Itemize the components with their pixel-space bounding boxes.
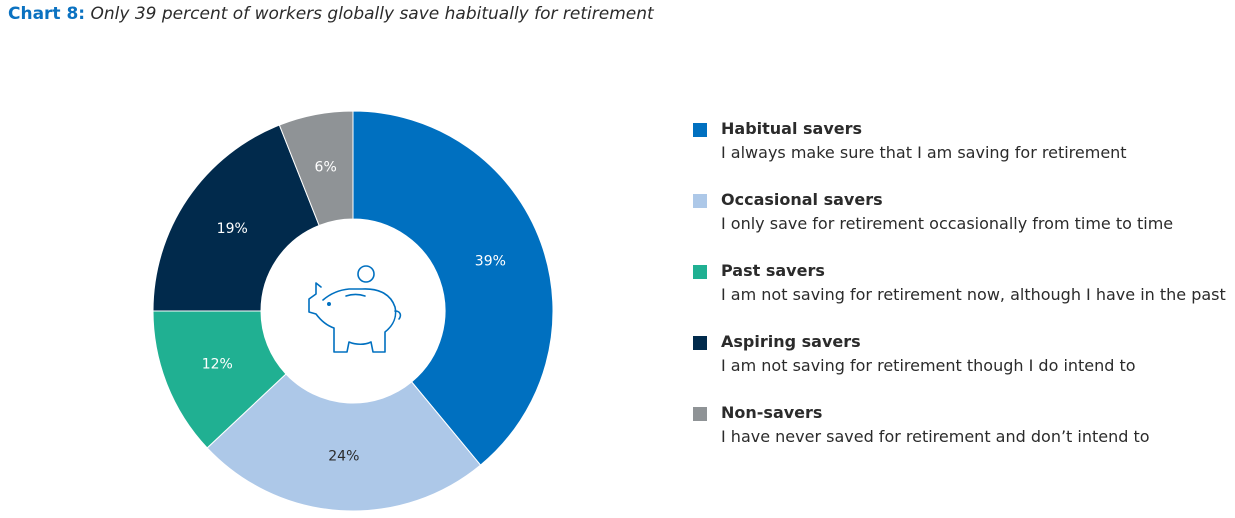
slice-value-label: 39%	[475, 254, 506, 270]
slice-value-label: 19%	[217, 221, 248, 237]
legend-item-occasional-savers: Occasional savers I only save for retire…	[693, 190, 1233, 261]
legend-name: Non-savers	[721, 403, 823, 422]
legend-item-aspiring-savers: Aspiring savers I am not saving for reti…	[693, 332, 1233, 403]
legend-item-non-savers: Non-savers I have never saved for retire…	[693, 403, 1233, 474]
legend-item-habitual-savers: Habitual savers I always make sure that …	[693, 119, 1233, 190]
legend-swatch	[693, 265, 707, 279]
legend-name: Past savers	[721, 261, 825, 280]
slice-value-label: 6%	[315, 160, 337, 176]
legend-swatch	[693, 194, 707, 208]
chart-title-text: Only 39 percent of workers globally save…	[90, 4, 654, 24]
legend-swatch	[693, 407, 707, 421]
legend-name: Habitual savers	[721, 119, 863, 138]
legend-name: Aspiring savers	[721, 332, 861, 351]
donut-chart: 39% 24% 12% 19% 6%	[152, 110, 554, 512]
legend-desc: I am not saving for retirement now, alth…	[721, 285, 1226, 304]
donut-slice-aspiring-savers	[152, 124, 320, 312]
legend-desc: I have never saved for retirement and do…	[721, 427, 1150, 446]
legend-swatch	[693, 123, 707, 137]
chart-title: Chart 8: Only 39 percent of workers glob…	[8, 4, 654, 24]
legend-desc: I always make sure that I am saving for …	[721, 143, 1127, 162]
legend-swatch	[693, 336, 707, 350]
donut-slice-occasional-savers	[206, 373, 482, 512]
chart-title-prefix: Chart 8:	[8, 4, 86, 24]
piggy-bank-icon	[308, 265, 402, 353]
legend-desc: I am not saving for retirement though I …	[721, 356, 1136, 375]
legend-name: Occasional savers	[721, 190, 883, 209]
donut-slice-non-savers	[278, 110, 354, 227]
legend-item-past-savers: Past savers I am not saving for retireme…	[693, 261, 1233, 332]
legend: Habitual savers I always make sure that …	[693, 119, 1233, 474]
slice-value-label: 24%	[328, 449, 359, 465]
legend-desc: I only save for retirement occasionally …	[721, 214, 1174, 233]
donut-slice-habitual-savers	[352, 110, 554, 466]
slice-value-label: 12%	[202, 357, 233, 373]
